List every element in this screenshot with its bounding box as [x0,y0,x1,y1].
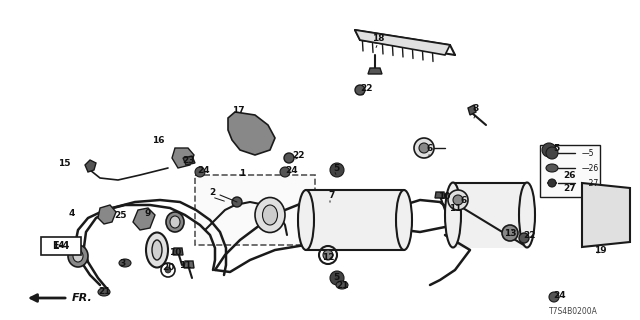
Ellipse shape [336,281,348,289]
Text: 12: 12 [322,253,334,262]
Text: 6: 6 [427,143,433,153]
Text: 10: 10 [169,247,181,257]
Text: 14: 14 [52,241,64,250]
Bar [540,145,600,197]
Polygon shape [85,160,96,172]
Polygon shape [435,192,445,198]
Text: 10: 10 [438,191,450,201]
Polygon shape [183,156,195,165]
Text: 22: 22 [292,150,304,159]
Text: E-4: E-4 [52,241,70,251]
Text: 7: 7 [329,190,335,199]
Ellipse shape [73,250,83,262]
Text: 13: 13 [504,228,516,237]
Polygon shape [172,148,194,168]
Polygon shape [355,30,450,55]
Text: —27: —27 [582,179,599,188]
FancyBboxPatch shape [41,237,81,255]
Text: 21: 21 [336,281,348,290]
Bar [306,190,405,250]
Polygon shape [468,105,476,115]
Circle shape [330,271,344,285]
Polygon shape [173,248,183,255]
Circle shape [546,147,558,159]
Text: T7S4B0200A: T7S4B0200A [549,308,598,316]
Text: —26: —26 [582,164,599,172]
Text: 19: 19 [594,245,606,254]
Ellipse shape [152,240,162,260]
Text: 11: 11 [179,260,191,269]
Polygon shape [184,261,194,268]
Text: 17: 17 [232,106,244,115]
Circle shape [195,167,205,177]
Circle shape [414,138,434,158]
Circle shape [284,153,294,163]
Text: 25: 25 [114,211,126,220]
Ellipse shape [98,288,110,296]
Ellipse shape [68,245,88,267]
Text: 26: 26 [564,171,576,180]
Text: 8: 8 [473,103,479,113]
Text: 24: 24 [198,165,211,174]
Text: 21: 21 [98,287,110,297]
Text: —5: —5 [582,148,595,157]
Text: 22: 22 [524,230,536,239]
Circle shape [502,225,518,241]
Circle shape [355,85,365,95]
Circle shape [165,267,171,273]
Text: 5: 5 [553,143,559,153]
Text: 27: 27 [564,183,576,193]
Ellipse shape [519,182,535,247]
Text: 20: 20 [162,263,174,273]
Ellipse shape [262,205,278,225]
Text: FR.: FR. [72,293,93,303]
Ellipse shape [170,216,180,228]
Circle shape [323,250,333,260]
Circle shape [549,292,559,302]
Text: 9: 9 [145,209,151,218]
Ellipse shape [298,190,314,250]
Text: 6: 6 [461,196,467,204]
Polygon shape [98,205,116,224]
Polygon shape [582,183,630,247]
Ellipse shape [146,233,168,268]
Text: 18: 18 [372,34,384,43]
Ellipse shape [255,197,285,233]
Circle shape [542,143,556,157]
Ellipse shape [445,182,461,247]
Circle shape [232,197,242,207]
Polygon shape [228,112,275,155]
Circle shape [448,190,468,210]
Text: 24: 24 [285,165,298,174]
Circle shape [330,163,344,177]
Text: 11: 11 [449,204,461,212]
Text: 23: 23 [182,156,195,164]
Polygon shape [133,208,155,230]
Ellipse shape [396,190,412,250]
Text: 1: 1 [239,169,245,178]
Circle shape [280,167,290,177]
Text: 22: 22 [360,84,372,92]
Text: 3: 3 [119,259,125,268]
Text: 16: 16 [152,135,164,145]
Circle shape [548,179,556,187]
Ellipse shape [166,212,184,232]
Ellipse shape [546,164,558,172]
Text: 15: 15 [58,158,70,167]
Text: 24: 24 [554,291,566,300]
Text: 5: 5 [333,274,339,283]
Text: 5: 5 [333,164,339,172]
Circle shape [419,143,429,153]
Text: 2: 2 [209,188,215,196]
Bar [453,183,527,248]
Polygon shape [368,68,382,74]
Text: 4: 4 [69,209,75,218]
Circle shape [453,195,463,205]
Ellipse shape [119,259,131,267]
Circle shape [519,233,529,243]
Bar [195,175,315,245]
